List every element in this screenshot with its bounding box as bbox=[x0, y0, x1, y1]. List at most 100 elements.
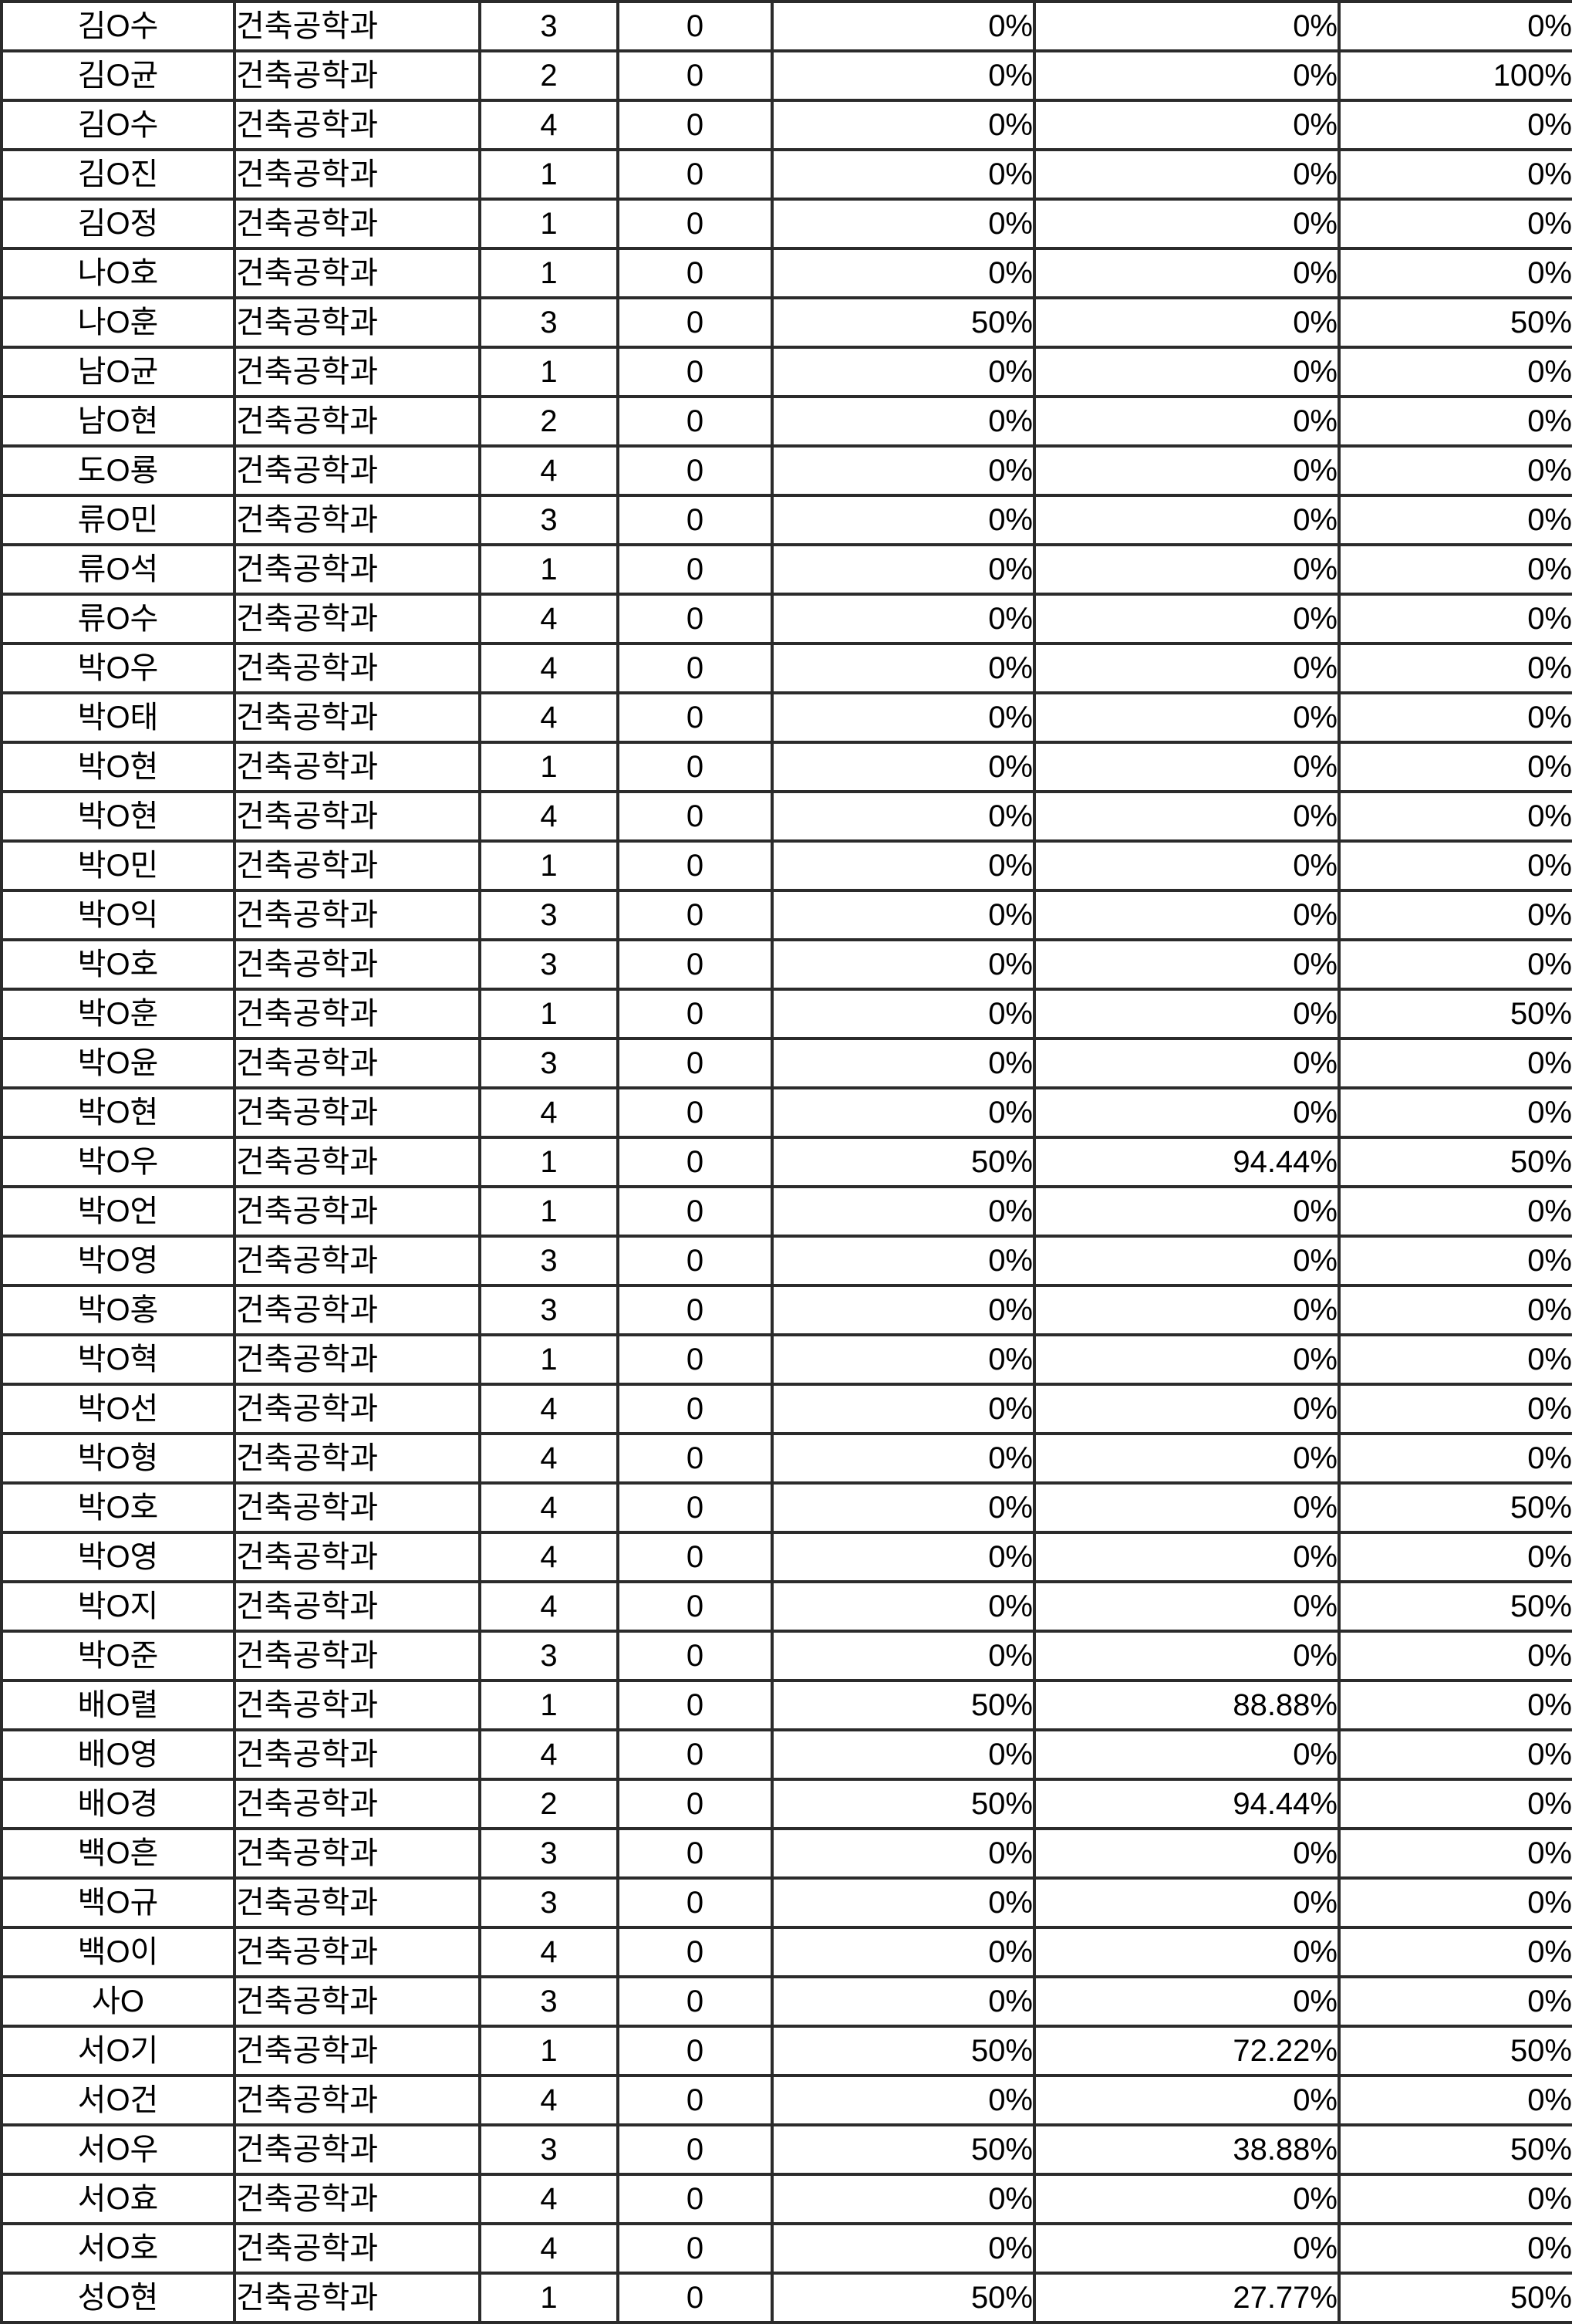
name-cell: 서O호 bbox=[0, 2222, 236, 2275]
rate-a-cell: 0% bbox=[771, 1827, 1036, 1880]
department-cell: 건축공학과 bbox=[233, 395, 481, 448]
department-cell: 건축공학과 bbox=[233, 1876, 481, 1929]
name-cell: 백O규 bbox=[0, 1876, 236, 1929]
grade-cell: 4 bbox=[478, 1481, 619, 1534]
department-cell: 건축공학과 bbox=[233, 444, 481, 497]
rate-c-cell: 0% bbox=[1338, 1876, 1572, 1929]
rate-a-cell: 0% bbox=[771, 1580, 1036, 1633]
grade-cell: 4 bbox=[478, 1531, 619, 1583]
department-cell: 건축공학과 bbox=[233, 543, 481, 596]
rate-b-cell: 0% bbox=[1033, 395, 1341, 448]
count-cell: 0 bbox=[616, 839, 774, 892]
rate-c-cell: 0% bbox=[1338, 1728, 1572, 1781]
rate-a-cell: 0% bbox=[771, 444, 1036, 497]
table-row: 나O호 건축공학과 1 0 0% 0% 0% bbox=[0, 247, 1572, 299]
count-cell: 0 bbox=[616, 198, 774, 250]
department-cell: 건축공학과 bbox=[233, 1185, 481, 1238]
table-row: 박O선 건축공학과 4 0 0% 0% 0% bbox=[0, 1383, 1572, 1435]
rate-b-cell: 0% bbox=[1033, 2074, 1341, 2126]
department-cell: 건축공학과 bbox=[233, 1679, 481, 1731]
name-cell: 나O호 bbox=[0, 247, 236, 299]
count-cell: 0 bbox=[616, 494, 774, 546]
name-cell: 서O건 bbox=[0, 2074, 236, 2126]
grade-cell: 1 bbox=[478, 2272, 619, 2324]
rate-c-cell: 0% bbox=[1338, 247, 1572, 299]
table-row: 백O흔 건축공학과 3 0 0% 0% 0% bbox=[0, 1827, 1572, 1880]
grade-cell: 1 bbox=[478, 988, 619, 1040]
rate-c-cell: 0% bbox=[1338, 1185, 1572, 1238]
rate-b-cell: 0% bbox=[1033, 1333, 1341, 1386]
rate-c-cell: 0% bbox=[1338, 593, 1572, 645]
rate-c-cell: 0% bbox=[1338, 1827, 1572, 1880]
table-row: 서O건 건축공학과 4 0 0% 0% 0% bbox=[0, 2074, 1572, 2126]
count-cell: 0 bbox=[616, 1580, 774, 1633]
table-row: 박O태 건축공학과 4 0 0% 0% 0% bbox=[0, 691, 1572, 744]
rate-b-cell: 0% bbox=[1033, 198, 1341, 250]
table-row: 나O훈 건축공학과 3 0 50% 0% 50% bbox=[0, 296, 1572, 349]
rate-b-cell: 0% bbox=[1033, 494, 1341, 546]
department-cell: 건축공학과 bbox=[233, 889, 481, 941]
count-cell: 0 bbox=[616, 1136, 774, 1188]
grade-cell: 3 bbox=[478, 1037, 619, 1089]
rate-c-cell: 0% bbox=[1338, 1333, 1572, 1386]
table-row: 김O진 건축공학과 1 0 0% 0% 0% bbox=[0, 148, 1572, 201]
count-cell: 0 bbox=[616, 543, 774, 596]
rate-a-cell: 50% bbox=[771, 296, 1036, 349]
rate-b-cell: 94.44% bbox=[1033, 1136, 1341, 1188]
rate-c-cell: 50% bbox=[1338, 296, 1572, 349]
name-cell: 배O렬 bbox=[0, 1679, 236, 1731]
rate-a-cell: 0% bbox=[771, 2173, 1036, 2225]
rate-a-cell: 0% bbox=[771, 2222, 1036, 2275]
count-cell: 0 bbox=[616, 444, 774, 497]
table-row: 박O형 건축공학과 4 0 0% 0% 0% bbox=[0, 1432, 1572, 1485]
rate-a-cell: 50% bbox=[771, 2272, 1036, 2324]
rate-b-cell: 0% bbox=[1033, 99, 1341, 151]
rate-a-cell: 50% bbox=[771, 1136, 1036, 1188]
table-row: 박O호 건축공학과 3 0 0% 0% 0% bbox=[0, 938, 1572, 991]
department-cell: 건축공학과 bbox=[233, 296, 481, 349]
table-row: 도O룡 건축공학과 4 0 0% 0% 0% bbox=[0, 444, 1572, 497]
grade-cell: 4 bbox=[478, 1926, 619, 1978]
name-cell: 박O호 bbox=[0, 1481, 236, 1534]
department-cell: 건축공학과 bbox=[233, 198, 481, 250]
count-cell: 0 bbox=[616, 1630, 774, 1682]
rate-c-cell: 50% bbox=[1338, 2025, 1572, 2077]
rate-c-cell: 0% bbox=[1338, 1235, 1572, 1287]
rate-c-cell: 0% bbox=[1338, 642, 1572, 694]
name-cell: 박O준 bbox=[0, 1630, 236, 1682]
rate-b-cell: 0% bbox=[1033, 790, 1341, 843]
table-row: 박O현 건축공학과 1 0 0% 0% 0% bbox=[0, 741, 1572, 793]
count-cell: 0 bbox=[616, 2272, 774, 2324]
rate-a-cell: 0% bbox=[771, 395, 1036, 448]
grade-cell: 4 bbox=[478, 593, 619, 645]
grade-cell: 3 bbox=[478, 494, 619, 546]
table-row: 박O영 건축공학과 4 0 0% 0% 0% bbox=[0, 1531, 1572, 1583]
table-row: 김O수 건축공학과 3 0 0% 0% 0% bbox=[0, 0, 1572, 52]
name-cell: 김O진 bbox=[0, 148, 236, 201]
rate-c-cell: 0% bbox=[1338, 0, 1572, 52]
rate-b-cell: 0% bbox=[1033, 1926, 1341, 1978]
rate-c-cell: 0% bbox=[1338, 1037, 1572, 1089]
department-cell: 건축공학과 bbox=[233, 49, 481, 102]
table-row: 류O민 건축공학과 3 0 0% 0% 0% bbox=[0, 494, 1572, 546]
rate-c-cell: 50% bbox=[1338, 2123, 1572, 2176]
department-cell: 건축공학과 bbox=[233, 1926, 481, 1978]
rate-a-cell: 0% bbox=[771, 1235, 1036, 1287]
name-cell: 남O균 bbox=[0, 346, 236, 398]
grade-cell: 3 bbox=[478, 1235, 619, 1287]
count-cell: 0 bbox=[616, 691, 774, 744]
rate-c-cell: 50% bbox=[1338, 1136, 1572, 1188]
table-row: 서O기 건축공학과 1 0 50% 72.22% 50% bbox=[0, 2025, 1572, 2077]
rate-b-cell: 38.88% bbox=[1033, 2123, 1341, 2176]
rate-c-cell: 0% bbox=[1338, 1679, 1572, 1731]
rate-a-cell: 0% bbox=[771, 2074, 1036, 2126]
grade-cell: 1 bbox=[478, 1333, 619, 1386]
rate-a-cell: 50% bbox=[771, 2025, 1036, 2077]
count-cell: 0 bbox=[616, 790, 774, 843]
grade-cell: 4 bbox=[478, 1432, 619, 1485]
count-cell: 0 bbox=[616, 988, 774, 1040]
count-cell: 0 bbox=[616, 1086, 774, 1139]
department-cell: 건축공학과 bbox=[233, 1333, 481, 1386]
name-cell: 류O수 bbox=[0, 593, 236, 645]
table-row: 서O효 건축공학과 4 0 0% 0% 0% bbox=[0, 2173, 1572, 2225]
